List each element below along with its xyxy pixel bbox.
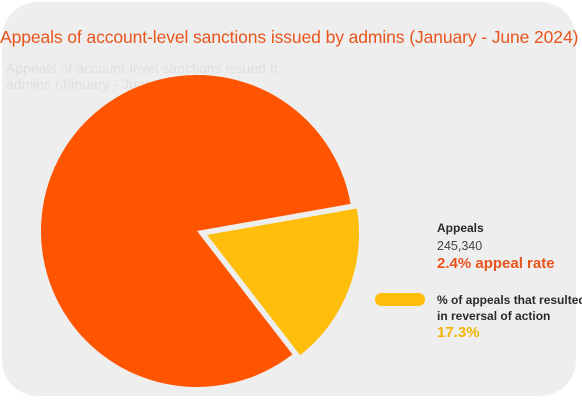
ghost-title-line-1: Appeals of account-level sanctions issue… [6,60,278,76]
appeals-label: Appeals [437,221,484,235]
pie-slice-reversal [201,205,362,360]
reversal-label-line-1: % of appeals that resulted [437,293,582,307]
pie-slice-appeals [41,75,351,388]
appeals-count: 245,340 [437,239,483,253]
reversal-label-line-2: in reversal of action [437,309,551,323]
chart-title: Appeals of account-level sanctions issue… [0,27,579,47]
appeal-rate: 2.4% appeal rate [437,255,555,272]
legend-swatch-reversal [375,293,425,306]
reversal-percent: 17.3% [437,324,480,341]
